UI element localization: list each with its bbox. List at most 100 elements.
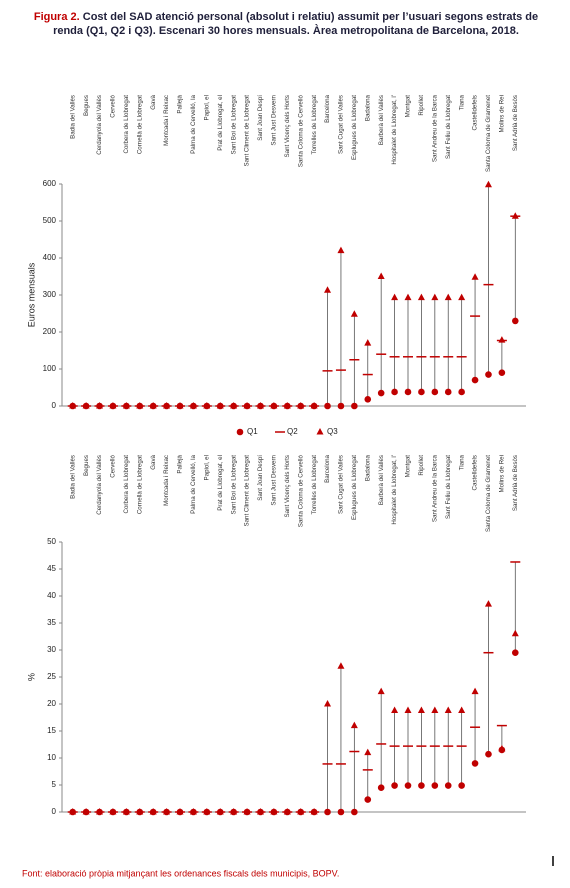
y-tick-label: 25: [47, 672, 56, 681]
marker-triangle: [136, 808, 144, 815]
marker-circle: [377, 784, 385, 791]
marker-triangle: [471, 687, 479, 695]
x-category-label: Prat de Llobregat, el: [217, 455, 224, 511]
legend-marker: [236, 428, 244, 436]
x-category-label: Barcelona: [324, 454, 331, 482]
x-category-label: Sant Adrià de Besòs: [512, 95, 519, 151]
marker-triangle: [484, 600, 492, 607]
marker-triangle: [283, 402, 291, 409]
marker-triangle: [350, 721, 358, 729]
x-category-label: Prat de Llobregat, el: [217, 95, 224, 151]
marker-triangle: [189, 808, 197, 815]
legend-marker: [316, 428, 324, 435]
marker-circle: [404, 782, 412, 789]
x-category-label: Cervelló: [110, 94, 117, 117]
marker-triangle: [69, 402, 77, 409]
marker-triangle: [230, 808, 238, 815]
marker-triangle: [122, 808, 130, 815]
y-tick-label: 300: [43, 290, 57, 299]
marker-circle: [351, 402, 358, 410]
marker-triangle: [484, 180, 492, 188]
figure-title-line: Cost del SAD atenció personal (absolut i…: [83, 11, 538, 23]
marker-triangle: [471, 273, 479, 280]
marker-circle: [511, 317, 519, 325]
x-category-label: Corbera de Llobregat: [123, 455, 130, 514]
marker-circle: [511, 649, 519, 656]
y-tick-label: 50: [47, 537, 56, 546]
y-tick-label: 45: [47, 564, 56, 573]
marker-triangle: [216, 402, 224, 409]
y-tick-label: 20: [47, 699, 56, 708]
marker-triangle: [82, 808, 90, 815]
marker-triangle: [458, 293, 466, 301]
y-tick-label: 30: [47, 645, 56, 654]
y-tick-label: 100: [43, 364, 57, 373]
marker-circle: [444, 782, 452, 789]
marker-triangle: [417, 706, 425, 713]
marker-triangle: [511, 629, 519, 637]
x-category-label: Sant Boi de Llobregat: [230, 95, 237, 155]
marker-circle: [485, 371, 492, 378]
x-category-label: Pallejà: [177, 94, 184, 113]
x-category-label: Badalona: [364, 94, 371, 121]
marker-triangle: [109, 402, 117, 409]
x-category-label: Sant Feliu de Llobregat: [445, 455, 452, 519]
marker-triangle: [404, 293, 412, 301]
x-category-label: Gavà: [150, 454, 157, 469]
marker-triangle: [149, 402, 157, 409]
marker-circle: [337, 808, 345, 816]
marker-triangle: [498, 744, 506, 752]
figure-title-line: renda (Q1, Q2 i Q3). Escenari 30 hores m…: [53, 24, 519, 37]
marker-triangle: [230, 402, 238, 409]
x-category-label: Sant Vicenç dels Horts: [284, 95, 291, 157]
marker-circle: [431, 782, 439, 789]
x-category-label: Cornellà de Llobregat: [136, 455, 143, 514]
marker-triangle: [511, 212, 519, 219]
marker-triangle: [270, 402, 278, 409]
marker-triangle: [297, 402, 305, 409]
marker-triangle: [364, 748, 372, 756]
marker-triangle: [444, 293, 452, 301]
marker-triangle: [136, 402, 144, 409]
marker-triangle: [431, 293, 439, 301]
figure-label: Figura 2.: [34, 11, 80, 23]
marker-triangle: [256, 402, 264, 409]
y-axis-label: Euros mensuals: [26, 262, 36, 327]
marker-circle: [324, 808, 331, 816]
x-category-label: Santa Coloma de Gramenet: [485, 455, 492, 532]
marker-triangle: [189, 402, 197, 409]
marker-circle: [324, 402, 331, 410]
marker-triangle: [270, 808, 278, 815]
x-category-label: Sant Climent de Llobregat: [244, 455, 251, 527]
marker-triangle: [297, 808, 305, 815]
x-category-label: Molins de Rei: [499, 95, 506, 133]
marker-triangle: [498, 336, 506, 343]
marker-triangle: [216, 808, 224, 815]
x-category-label: Sant Boi de Llobregat: [230, 455, 237, 515]
y-tick-label: 400: [43, 253, 57, 262]
source: Font: elaboració pròpia mitjançant les o…: [22, 868, 339, 878]
marker-triangle: [176, 808, 184, 815]
x-category-label: Montcada i Reixac: [163, 455, 170, 506]
x-category-label: Barberà del Vallès: [378, 455, 385, 505]
marker-triangle: [324, 700, 332, 707]
y-tick-label: 0: [52, 807, 57, 816]
x-category-label: Montcada i Reixac: [163, 95, 170, 146]
marker-triangle: [243, 402, 251, 409]
marker-triangle: [96, 402, 104, 409]
x-category-label: Cerdanyola del Vallès: [96, 455, 103, 515]
x-category-label: Papiol, el: [203, 455, 210, 480]
x-category-label: Torrelles de Llobregat: [311, 95, 318, 155]
x-category-label: Hospitalet de Llobregat, l': [391, 95, 398, 165]
marker-circle: [364, 796, 372, 803]
x-category-label: Corbera de Llobregat: [123, 95, 130, 154]
marker-triangle: [283, 808, 291, 815]
marker-triangle: [431, 706, 439, 713]
marker-circle: [498, 369, 506, 377]
marker-triangle: [337, 662, 345, 669]
figure-title: Figura 2. Cost del SAD atenció personal …: [34, 11, 538, 23]
x-category-label: Sant Andreu de la Barca: [431, 454, 438, 522]
marker-triangle: [82, 402, 90, 409]
y-tick-label: 600: [43, 179, 57, 188]
marker-triangle: [377, 687, 385, 695]
